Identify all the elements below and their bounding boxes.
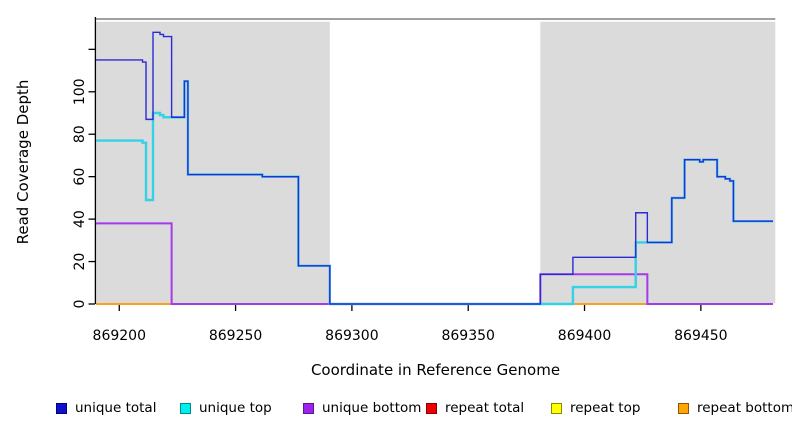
y-tick-label: 60 [72, 168, 88, 186]
y-tick-label: 20 [72, 253, 88, 271]
x-tick-label: 869350 [441, 328, 494, 344]
x-tick-label: 869200 [93, 328, 146, 344]
covered-region [540, 21, 776, 304]
x-tick-label: 869450 [674, 328, 727, 344]
y-tick-label: 80 [72, 125, 88, 143]
x-axis-title: Coordinate in Reference Genome [310, 361, 561, 379]
y-tick-label: 100 [72, 78, 88, 105]
y-tick-label: 0 [72, 300, 88, 309]
x-tick-label: 869400 [558, 328, 611, 344]
series-unique_total [96, 31, 773, 305]
x-tick-label: 869250 [209, 328, 262, 344]
y-tick-label: 40 [72, 210, 88, 228]
y-axis-title: Read Coverage Depth [14, 79, 32, 245]
covered-region [96, 21, 330, 304]
x-tick-label: 869300 [325, 328, 378, 344]
